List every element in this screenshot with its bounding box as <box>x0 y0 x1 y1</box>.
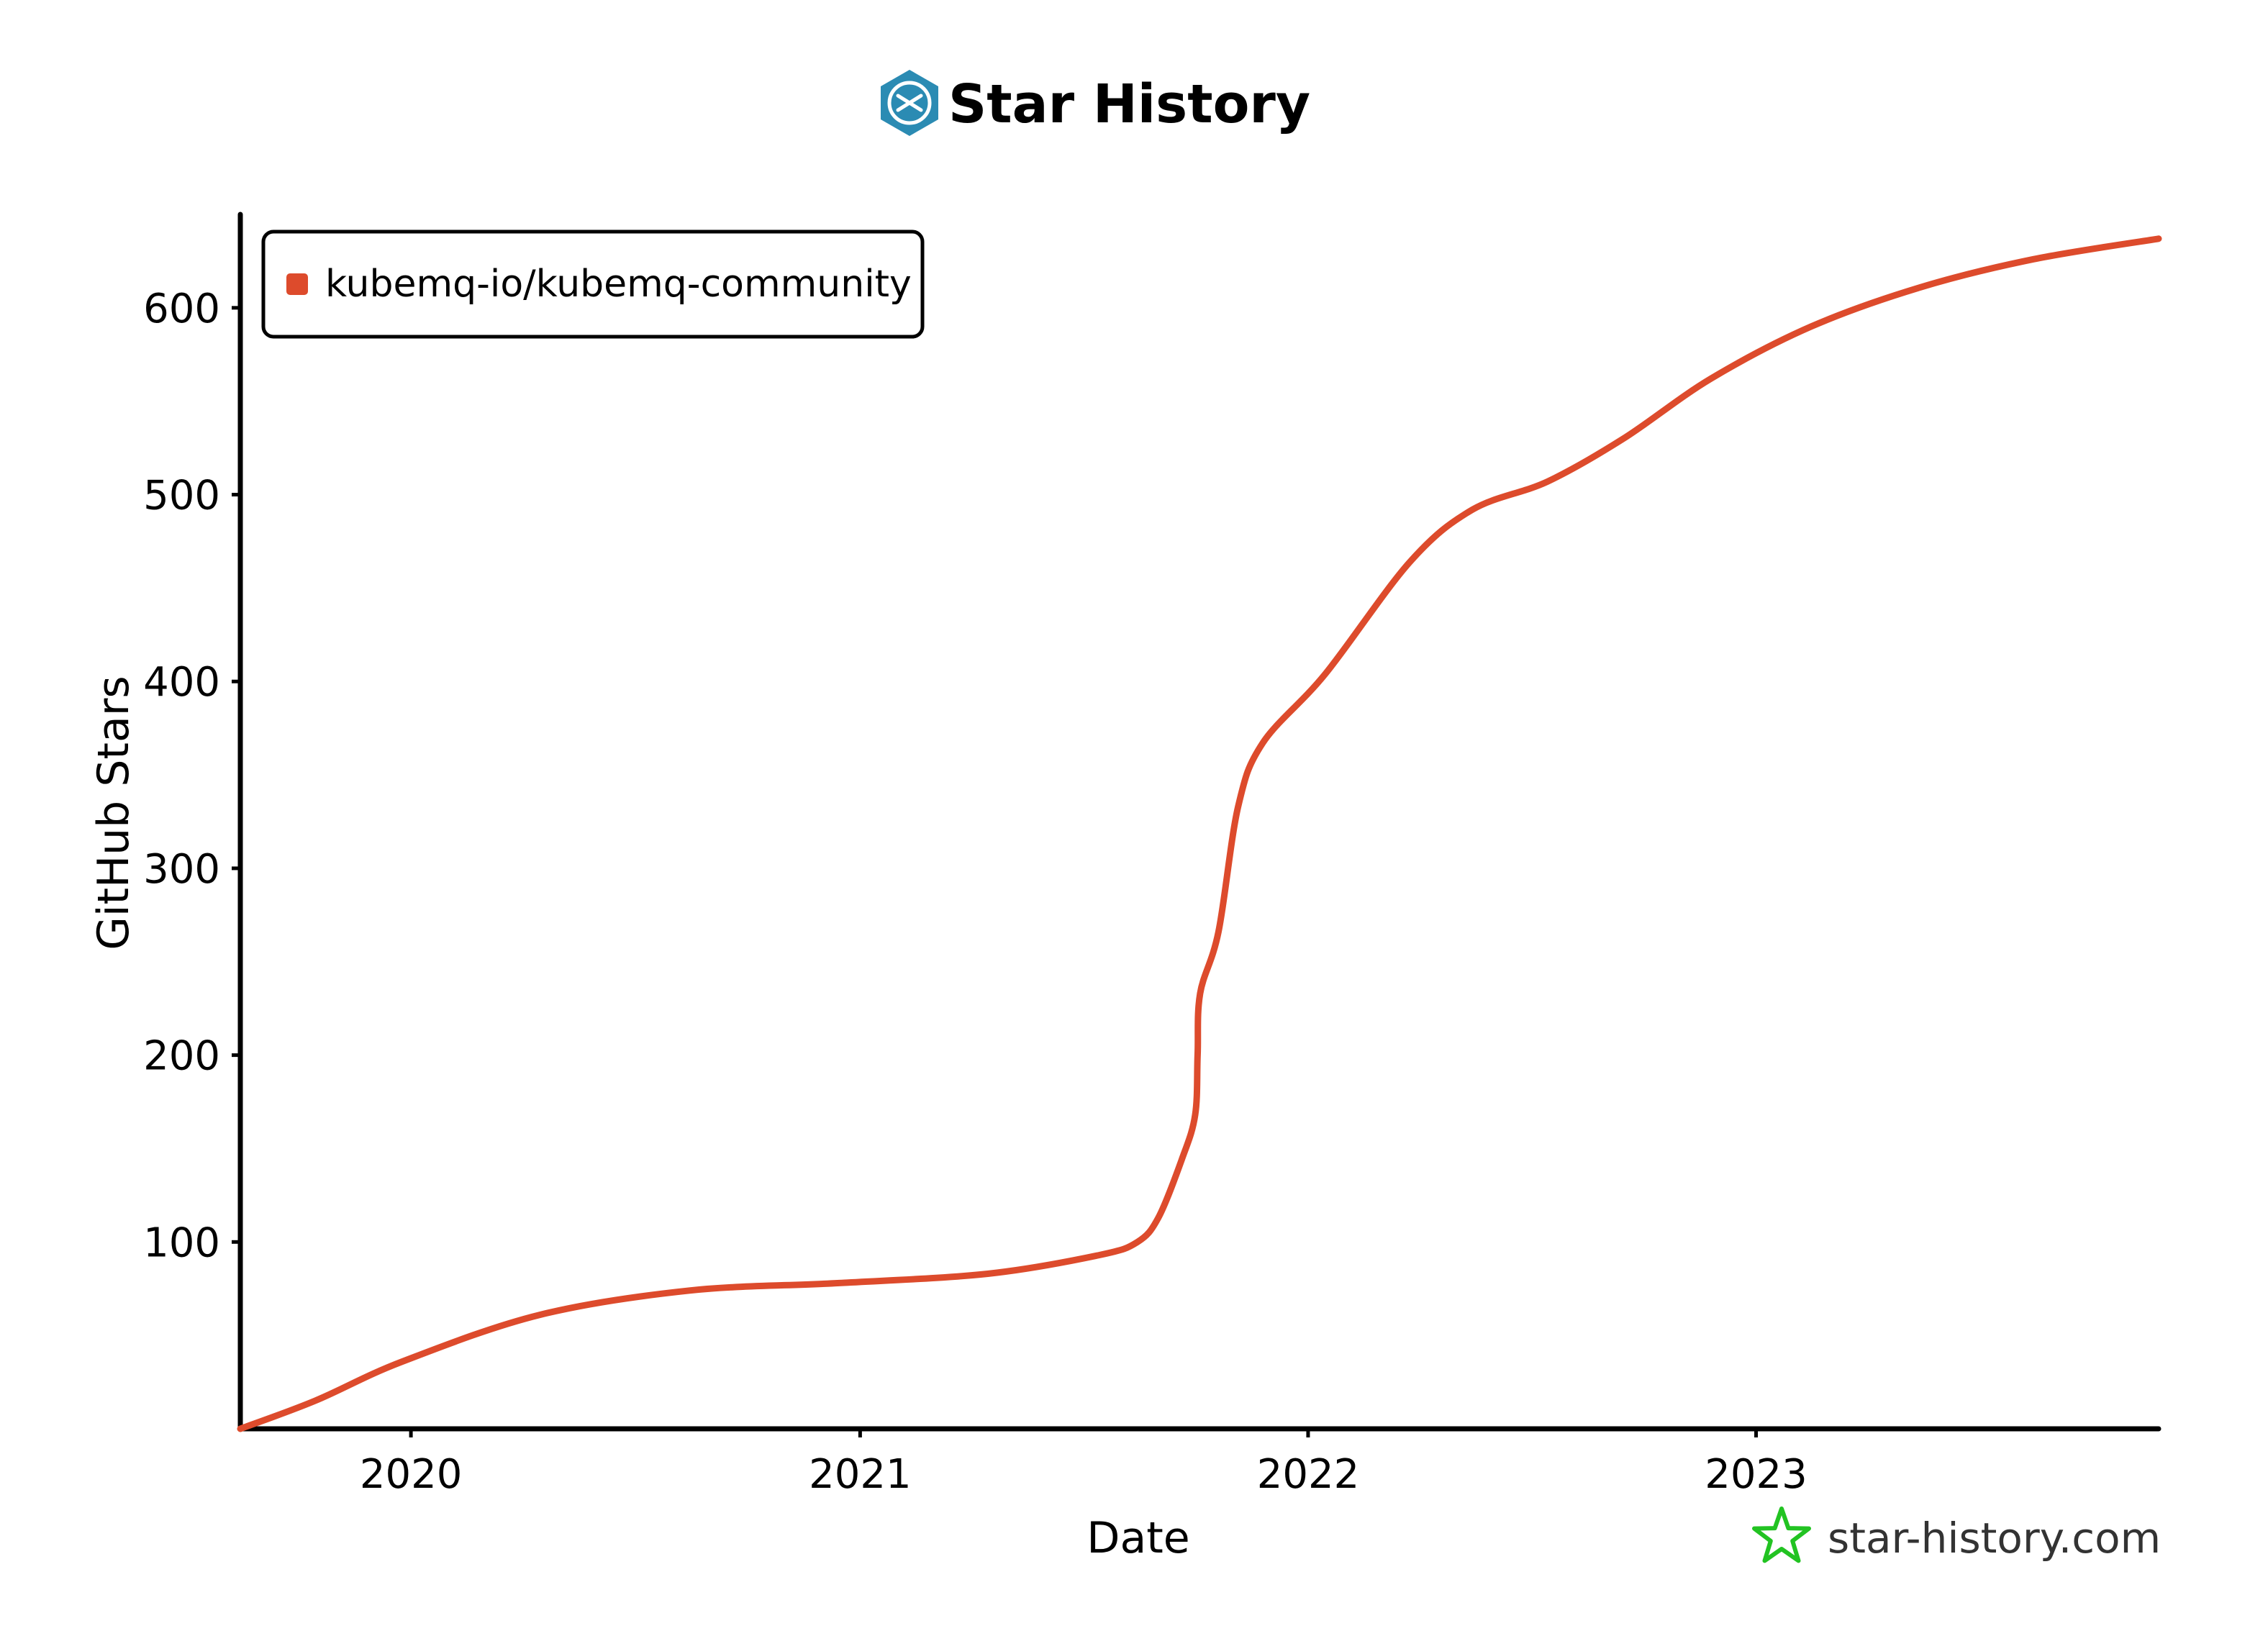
series-line-kubemq-community <box>237 235 2162 1432</box>
y-tick-label: 300 <box>143 846 220 893</box>
x-axis-title: Date <box>1087 1513 1189 1563</box>
y-axis-ticks: 100 200 300 400 500 600 <box>143 286 240 1266</box>
x-tick-label: 2023 <box>1705 1451 1807 1498</box>
x-tick-label: 2021 <box>809 1451 912 1498</box>
legend-swatch <box>286 273 308 295</box>
star-icon <box>1752 1507 1811 1563</box>
star-history-logo-icon <box>881 70 938 136</box>
legend: kubemq-io/kubemq-community <box>261 230 925 339</box>
y-tick-label: 400 <box>143 659 220 706</box>
y-tick-label: 200 <box>143 1033 220 1080</box>
watermark-text: star-history.com <box>1828 1514 2161 1563</box>
chart-title: Star History <box>948 73 1310 135</box>
y-tick-label: 100 <box>143 1219 220 1266</box>
y-tick-label: 500 <box>143 473 220 519</box>
x-tick-label: 2020 <box>360 1451 463 1498</box>
x-tick-label: 2022 <box>1257 1451 1360 1498</box>
chart-title-group: Star History <box>881 70 1310 136</box>
legend-item-label: kubemq-io/kubemq-community <box>325 263 912 306</box>
x-axis-ticks: 2020 2021 2022 2023 <box>360 1429 1807 1498</box>
y-axis-title: GitHub Stars <box>89 676 139 950</box>
watermark: star-history.com <box>1752 1507 2161 1563</box>
y-tick-label: 600 <box>143 286 220 332</box>
legend-box <box>261 230 925 339</box>
